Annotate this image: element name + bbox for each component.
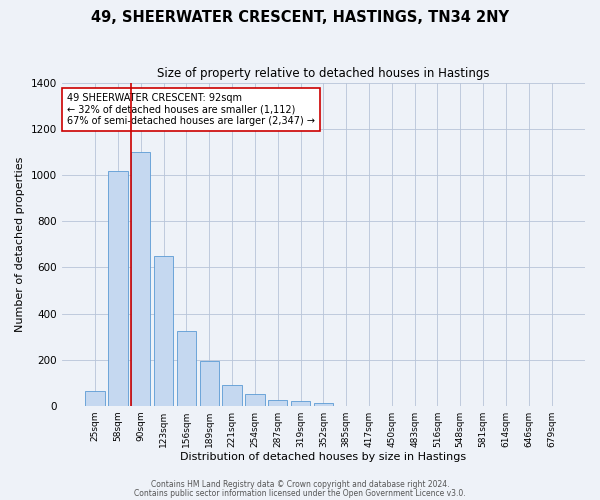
Bar — [291, 401, 310, 406]
Bar — [268, 400, 287, 406]
X-axis label: Distribution of detached houses by size in Hastings: Distribution of detached houses by size … — [180, 452, 466, 462]
Bar — [85, 390, 105, 406]
Text: 49, SHEERWATER CRESCENT, HASTINGS, TN34 2NY: 49, SHEERWATER CRESCENT, HASTINGS, TN34 … — [91, 10, 509, 25]
Bar — [177, 331, 196, 406]
Title: Size of property relative to detached houses in Hastings: Size of property relative to detached ho… — [157, 68, 490, 80]
Text: Contains public sector information licensed under the Open Government Licence v3: Contains public sector information licen… — [134, 488, 466, 498]
Bar — [223, 385, 242, 406]
Bar — [131, 152, 151, 406]
Y-axis label: Number of detached properties: Number of detached properties — [15, 156, 25, 332]
Bar — [108, 170, 128, 406]
Text: 49 SHEERWATER CRESCENT: 92sqm
← 32% of detached houses are smaller (1,112)
67% o: 49 SHEERWATER CRESCENT: 92sqm ← 32% of d… — [67, 92, 315, 126]
Bar — [200, 361, 219, 406]
Bar — [245, 394, 265, 406]
Text: Contains HM Land Registry data © Crown copyright and database right 2024.: Contains HM Land Registry data © Crown c… — [151, 480, 449, 489]
Bar — [154, 256, 173, 406]
Bar — [314, 403, 333, 406]
